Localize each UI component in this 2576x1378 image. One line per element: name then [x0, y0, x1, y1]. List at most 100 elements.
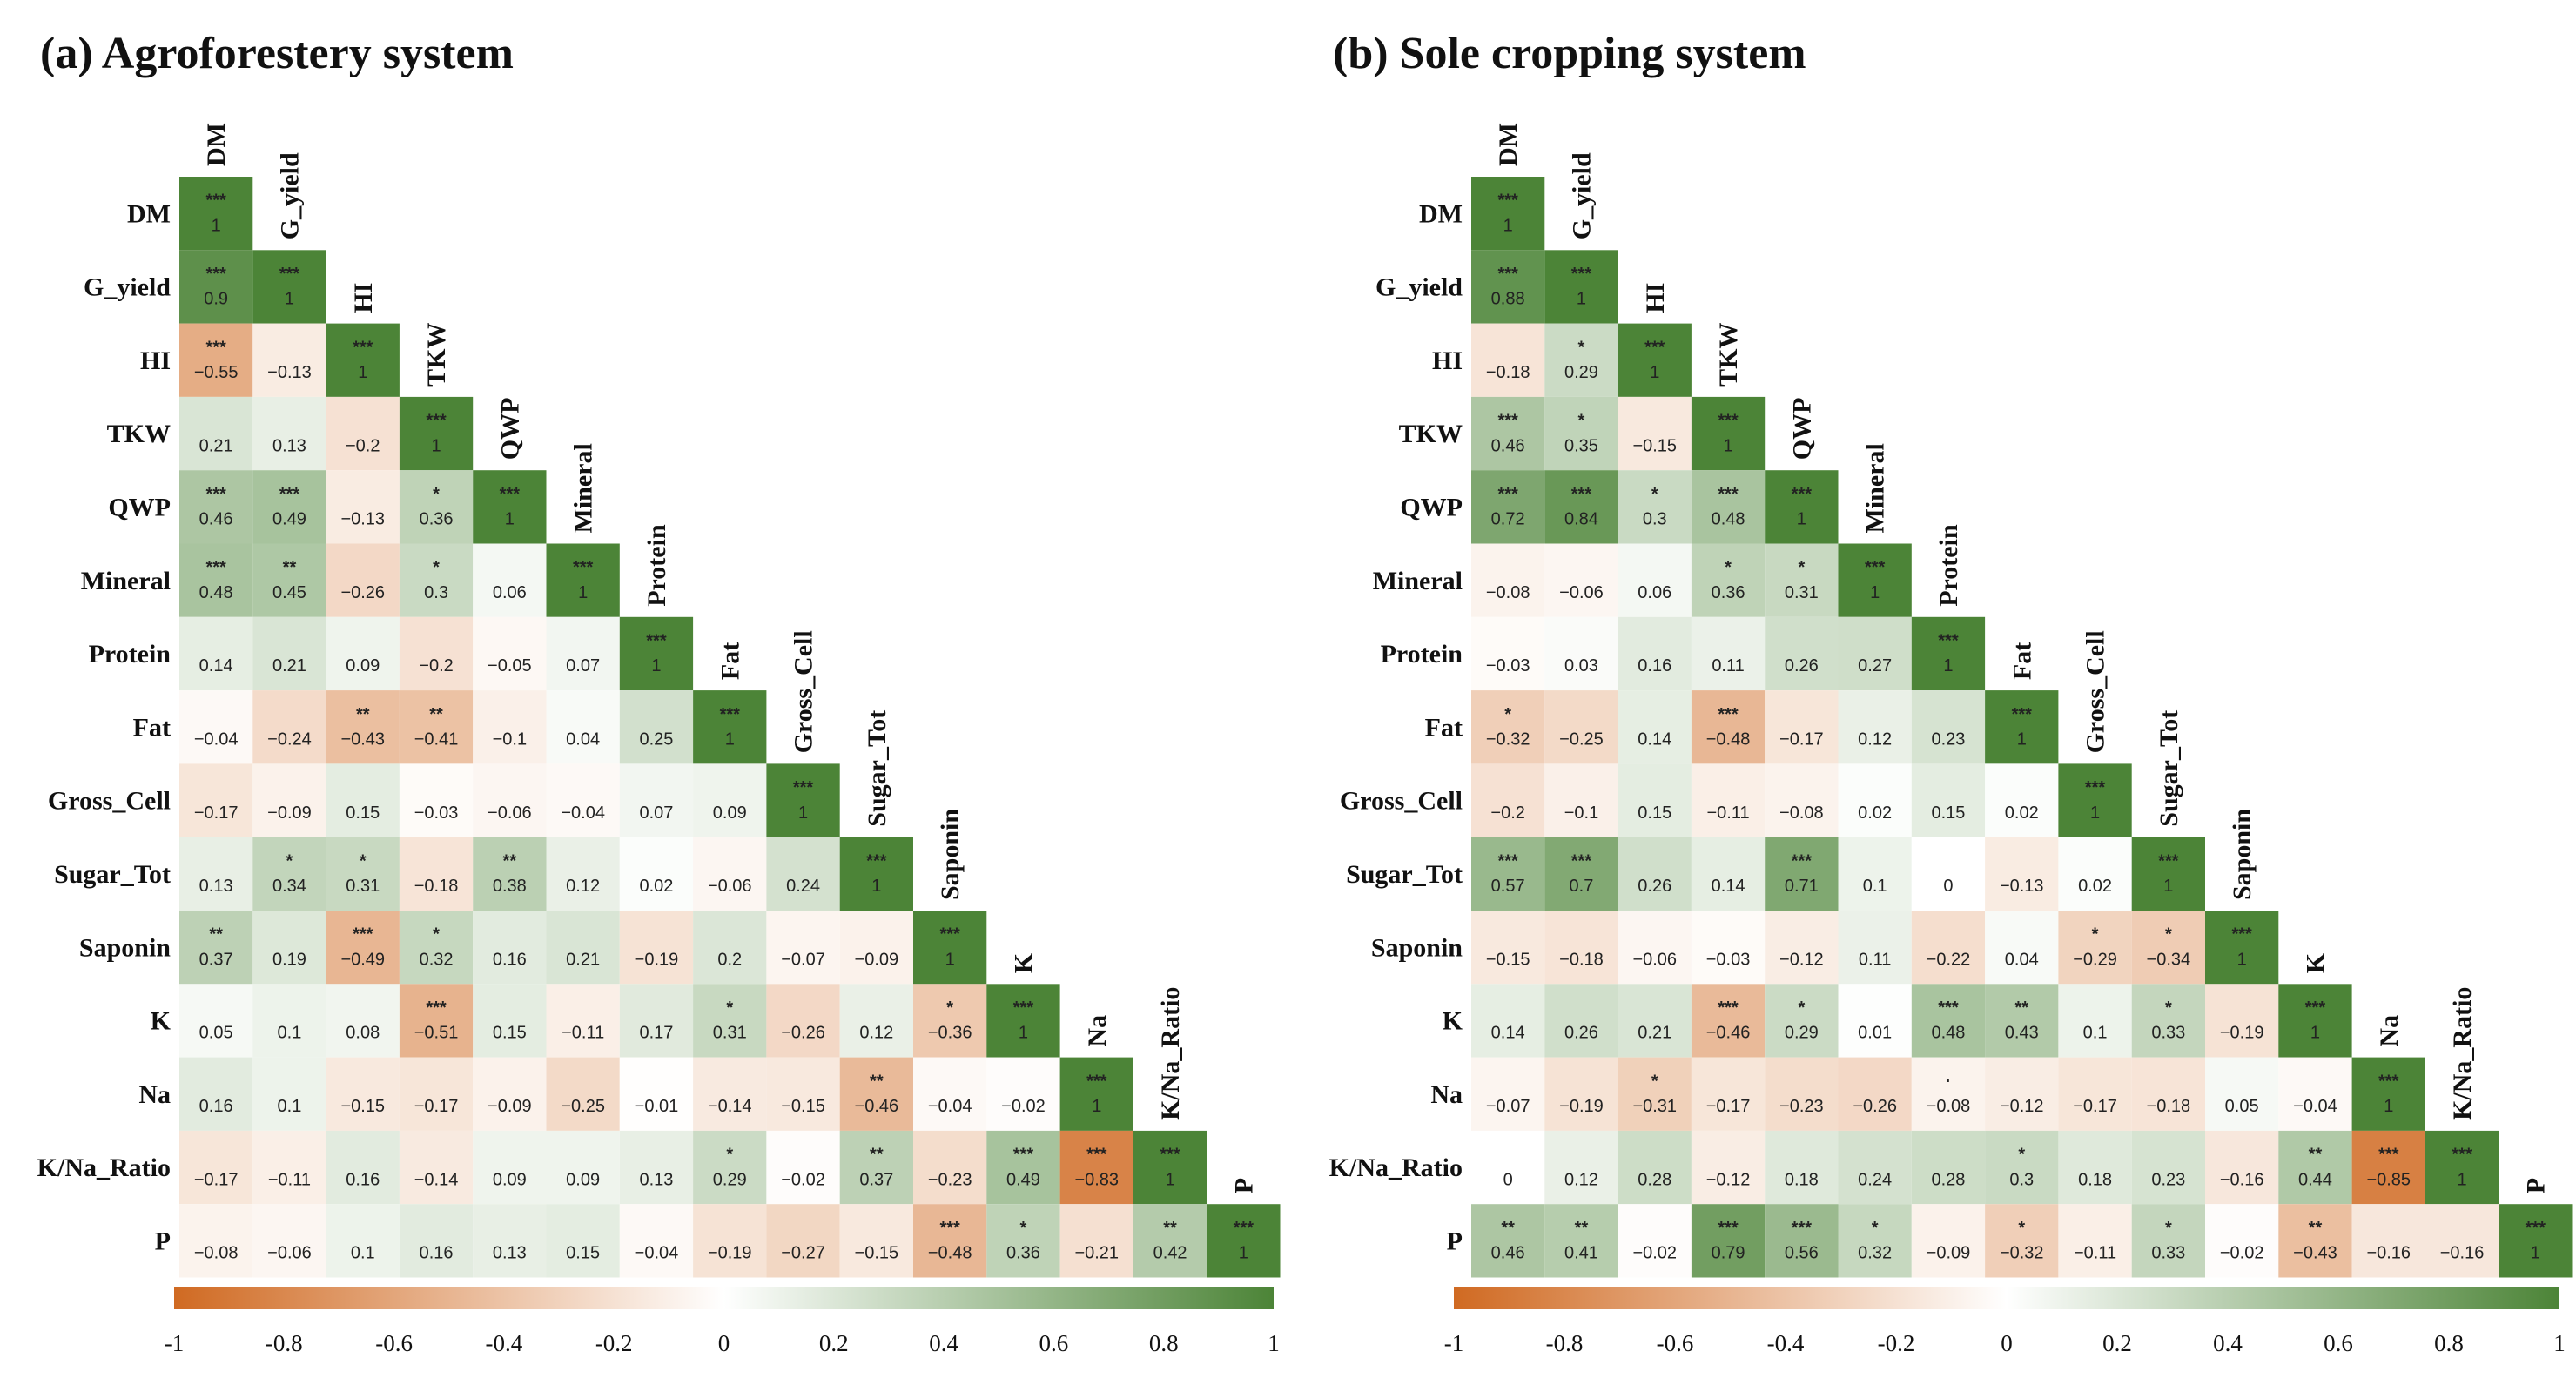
corr-cell — [252, 323, 326, 397]
corr-value-label: −0.51 — [414, 1024, 459, 1043]
corr-cell — [619, 690, 694, 764]
corr-value-label: 0.02 — [2078, 877, 2112, 896]
corr-value-label: 0.29 — [713, 1170, 747, 1189]
significance-label: *** — [1718, 412, 1739, 431]
corr-cell — [326, 911, 400, 985]
corr-value-label: −0.04 — [2293, 1097, 2337, 1116]
corr-value-label: −0.41 — [414, 729, 459, 749]
significance-label: *** — [353, 925, 373, 944]
corr-cell — [2425, 1130, 2499, 1205]
significance-label: * — [726, 998, 733, 1018]
column-label: TKW — [1714, 323, 1743, 387]
corr-value-label: 0.31 — [346, 877, 380, 896]
corr-value-label: −0.17 — [414, 1097, 459, 1116]
panel-b-cells: 1***0.88***1***−0.18 0.29*1***0.46***0.35… — [1471, 177, 2573, 1278]
corr-value-label: 1 — [725, 729, 735, 749]
corr-value-label: 1 — [2384, 1097, 2393, 1116]
significance-label: * — [1504, 705, 1511, 724]
corr-cell — [693, 1057, 767, 1131]
corr-value-label: 0.1 — [278, 1024, 302, 1043]
row-label: HI — [1432, 346, 1463, 375]
corr-value-label: 0.15 — [346, 803, 380, 823]
corr-cell — [1838, 616, 1912, 691]
significance-label: * — [2165, 998, 2172, 1018]
panel-a-row-labels: DM G_yield HI TKW QWP Mineral Protein Fat Gross_… — [37, 199, 172, 1255]
corr-value-label: 0.33 — [2151, 1244, 2185, 1263]
row-label: TKW — [107, 420, 171, 448]
significance-label: *** — [2231, 925, 2252, 944]
corr-value-label: −0.29 — [2073, 950, 2117, 969]
panel-a-title: (a) Agroforestery system — [40, 29, 514, 78]
corr-value-label: 0.26 — [1785, 656, 1819, 676]
corr-cell — [1618, 763, 1692, 837]
column-label: P — [1229, 1178, 1258, 1193]
corr-cell — [1471, 763, 1545, 837]
corr-cell — [766, 984, 840, 1058]
significance-label: *** — [2012, 705, 2033, 724]
corr-value-label: 0.14 — [199, 656, 233, 676]
corr-value-label: −0.17 — [1779, 729, 1824, 749]
corr-cell — [1765, 470, 1839, 544]
significance-label: * — [1651, 1072, 1658, 1091]
corr-value-label: 1 — [2310, 1024, 2320, 1043]
corr-value-label: 0.21 — [566, 950, 600, 969]
corr-value-label: 0.1 — [1863, 877, 1887, 896]
corr-value-label: −0.14 — [414, 1170, 459, 1189]
row-label: Sugar_Tot — [54, 860, 171, 889]
row-label: DM — [1419, 199, 1463, 228]
column-label: Gross_Cell — [790, 630, 818, 753]
corr-cell — [399, 1130, 474, 1205]
significance-label: *** — [1718, 705, 1739, 724]
panel-b-colorbar: -1 -0.8 -0.6 -0.4 -0.2 0 0.2 0.4 0.6 0.8 1 — [1444, 1287, 2566, 1356]
significance-label: *** — [866, 851, 887, 870]
significance-label: * — [1872, 1219, 1879, 1238]
corr-cell — [1985, 763, 2059, 837]
corr-value-label: 0.16 — [199, 1097, 233, 1116]
colorbar-tick-label: -0.6 — [1657, 1330, 1694, 1356]
corr-value-label: 0.23 — [2151, 1170, 2185, 1189]
corr-cell — [1985, 690, 2059, 764]
corr-value-label: 1 — [1092, 1097, 1101, 1116]
corr-value-label: 0.49 — [272, 510, 306, 529]
corr-value-label: 1 — [285, 290, 294, 309]
corr-value-label: −0.24 — [267, 729, 312, 749]
corr-cell — [1618, 396, 1692, 471]
significance-label: ** — [870, 1146, 884, 1165]
corr-cell — [179, 1130, 253, 1205]
corr-cell — [1765, 837, 1839, 911]
significance-label: *** — [1718, 998, 1739, 1018]
corr-value-label: −0.03 — [1486, 656, 1530, 676]
corr-value-label: 0.14 — [1712, 877, 1745, 896]
corr-value-label: 0.01 — [1858, 1024, 1892, 1043]
significance-label: *** — [1160, 1146, 1180, 1165]
corr-cell — [1911, 837, 1986, 911]
row-label: Protein — [89, 640, 172, 669]
significance-label: *** — [2085, 778, 2106, 797]
corr-cell — [1618, 616, 1692, 691]
significance-label: ** — [2014, 998, 2028, 1018]
corr-value-label: 0 — [1943, 877, 1953, 896]
significance-label: *** — [1497, 265, 1518, 284]
corr-cell — [1544, 396, 1618, 471]
corr-value-label: 0.48 — [199, 583, 233, 602]
row-label: Saponin — [1371, 933, 1463, 962]
corr-value-label: 0.15 — [493, 1024, 527, 1043]
significance-label: *** — [205, 558, 226, 577]
significance-label: ** — [1163, 1219, 1177, 1238]
corr-cell — [179, 837, 253, 911]
column-label: Protein — [642, 524, 671, 607]
significance-label: *** — [1865, 558, 1886, 577]
corr-cell — [1691, 690, 1766, 764]
corr-cell — [766, 763, 840, 837]
corr-cell — [1059, 1057, 1133, 1131]
row-label: Mineral — [1373, 567, 1463, 595]
colorbar-tick-label: 0.2 — [2102, 1330, 2132, 1356]
column-label: K — [1009, 952, 1038, 973]
significance-label: * — [433, 485, 440, 504]
significance-label: *** — [1644, 338, 1665, 357]
significance-label: *** — [2378, 1146, 2399, 1165]
significance-label: *** — [2378, 1072, 2399, 1091]
significance-label: *** — [1497, 851, 1518, 870]
corr-value-label: 1 — [2457, 1170, 2466, 1189]
